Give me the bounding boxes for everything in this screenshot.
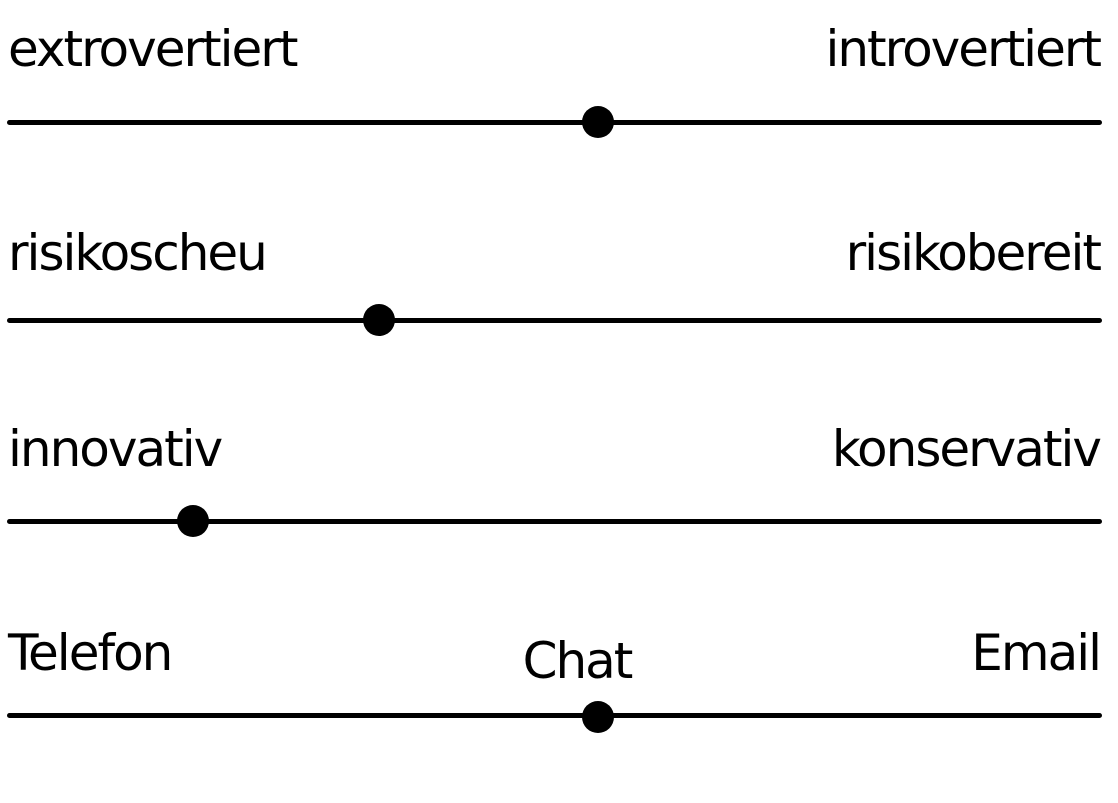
scale-right-label: risikobereit — [845, 224, 1102, 282]
scale-track[interactable] — [7, 713, 1102, 718]
scale-left-label: extrovertiert — [8, 20, 298, 78]
scale-track[interactable] — [7, 318, 1102, 323]
scale-slider-knob[interactable] — [177, 505, 210, 537]
scale-slider-knob[interactable] — [363, 304, 396, 336]
scale-slider-knob[interactable] — [582, 701, 615, 733]
scale-left-label: innovativ — [8, 420, 223, 478]
scale-middle-label: Chat — [522, 632, 634, 690]
scale-right-label: introvertiert — [825, 20, 1102, 78]
scale-left-label: Telefon — [8, 624, 173, 682]
scale-track[interactable] — [7, 519, 1102, 524]
scale-right-label: konservativ — [831, 420, 1102, 478]
scale-track[interactable] — [7, 120, 1102, 125]
scale-slider-knob[interactable] — [582, 106, 615, 138]
scale-right-label: Email — [971, 624, 1102, 682]
scale-left-label: risikoscheu — [8, 224, 268, 282]
